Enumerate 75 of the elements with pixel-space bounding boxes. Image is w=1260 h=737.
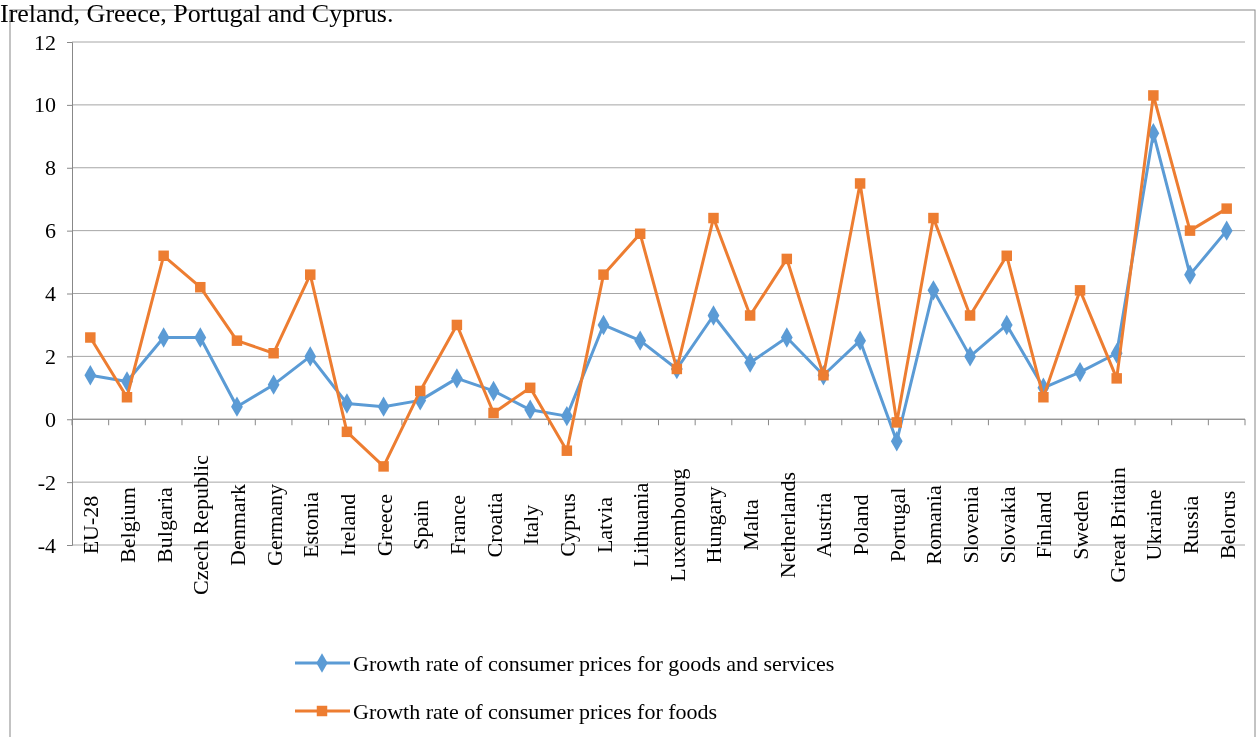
point xyxy=(744,310,756,321)
x-tick-label: Denmark xyxy=(224,484,250,566)
x-tick-label: Austria xyxy=(811,492,837,558)
x-tick-label: Latvia xyxy=(591,496,617,554)
point xyxy=(671,363,683,375)
x-tick-label: Portugal xyxy=(884,487,910,563)
x-tick-label: Estonia xyxy=(298,491,324,558)
point xyxy=(1074,285,1086,296)
x-tick-label: Ukraine xyxy=(1141,489,1167,561)
point xyxy=(1148,90,1159,101)
point xyxy=(1001,250,1012,262)
point xyxy=(781,253,793,265)
x-tick-label: Malta xyxy=(738,499,764,551)
point xyxy=(598,269,609,280)
x-tick-label: France xyxy=(444,495,470,555)
x-tick-label: Slovenia xyxy=(958,486,984,564)
x-tick-label: Slovakia xyxy=(994,486,1020,564)
x-tick-label: Finland xyxy=(1031,491,1057,559)
y-tick-label: 6 xyxy=(45,218,56,244)
point xyxy=(195,281,206,293)
point xyxy=(85,332,96,343)
x-tick-label: Sweden xyxy=(1068,490,1094,560)
y-tick-label: 10 xyxy=(34,92,56,118)
point xyxy=(891,417,903,428)
x-tick-label: Poland xyxy=(848,494,874,556)
x-tick-label: Luxembourg xyxy=(664,468,690,582)
x-tick-label: Belorus xyxy=(1214,490,1240,560)
point xyxy=(928,212,939,224)
x-tick-label: Germany xyxy=(261,484,287,566)
point xyxy=(1184,225,1196,236)
y-tick-label: 2 xyxy=(45,343,56,369)
legend-label: Growth rate of consumer prices for goods and services xyxy=(353,651,835,676)
x-tick-label: Czech Republic xyxy=(188,454,214,595)
text: Ireland, Greece, Portugal and Cyprus. xyxy=(0,0,394,28)
x-tick-label: Russia xyxy=(1178,495,1204,555)
point xyxy=(634,228,646,240)
point xyxy=(268,347,279,359)
point xyxy=(378,461,389,472)
y-tick-label: -2 xyxy=(37,469,56,495)
x-tick-label: EU-28 xyxy=(78,495,104,555)
y-tick-label: -4 xyxy=(37,532,56,558)
x-tick-label: Netherlands xyxy=(774,471,800,579)
point xyxy=(451,319,463,331)
point xyxy=(341,426,353,438)
x-tick-label: Hungary xyxy=(701,486,727,564)
x-tick-label: Greece xyxy=(371,493,397,557)
point xyxy=(854,178,866,189)
point xyxy=(1038,392,1049,403)
x-tick-label: Romania xyxy=(921,485,947,565)
point xyxy=(414,385,426,397)
point xyxy=(524,382,536,394)
x-tick-label: Croatia xyxy=(481,492,507,558)
x-tick-label: Great Britain xyxy=(1104,467,1130,583)
point xyxy=(1111,373,1122,384)
point xyxy=(121,392,133,403)
point xyxy=(231,335,243,346)
x-tick-label: Bulgaria xyxy=(151,486,177,563)
y-tick-label: 8 xyxy=(45,155,56,181)
point xyxy=(708,212,719,224)
point xyxy=(1221,203,1232,214)
x-tick-label: Italy xyxy=(518,504,544,546)
x-tick-label: Ireland xyxy=(334,493,360,557)
point xyxy=(305,269,316,280)
legend-label: Growth rate of consumer prices for foods xyxy=(353,699,718,724)
y-tick-label: 12 xyxy=(34,29,56,55)
point xyxy=(561,445,573,456)
point xyxy=(488,407,499,419)
y-tick-label: 4 xyxy=(45,281,56,307)
point xyxy=(158,250,169,262)
x-tick-label: Belgium xyxy=(114,487,140,563)
x-tick-label: Cyprus xyxy=(554,493,580,557)
x-tick-label: Lithuania xyxy=(628,482,654,568)
point xyxy=(964,310,976,321)
y-tick-label: 0 xyxy=(45,406,56,432)
x-tick-label: Spain xyxy=(408,499,434,551)
